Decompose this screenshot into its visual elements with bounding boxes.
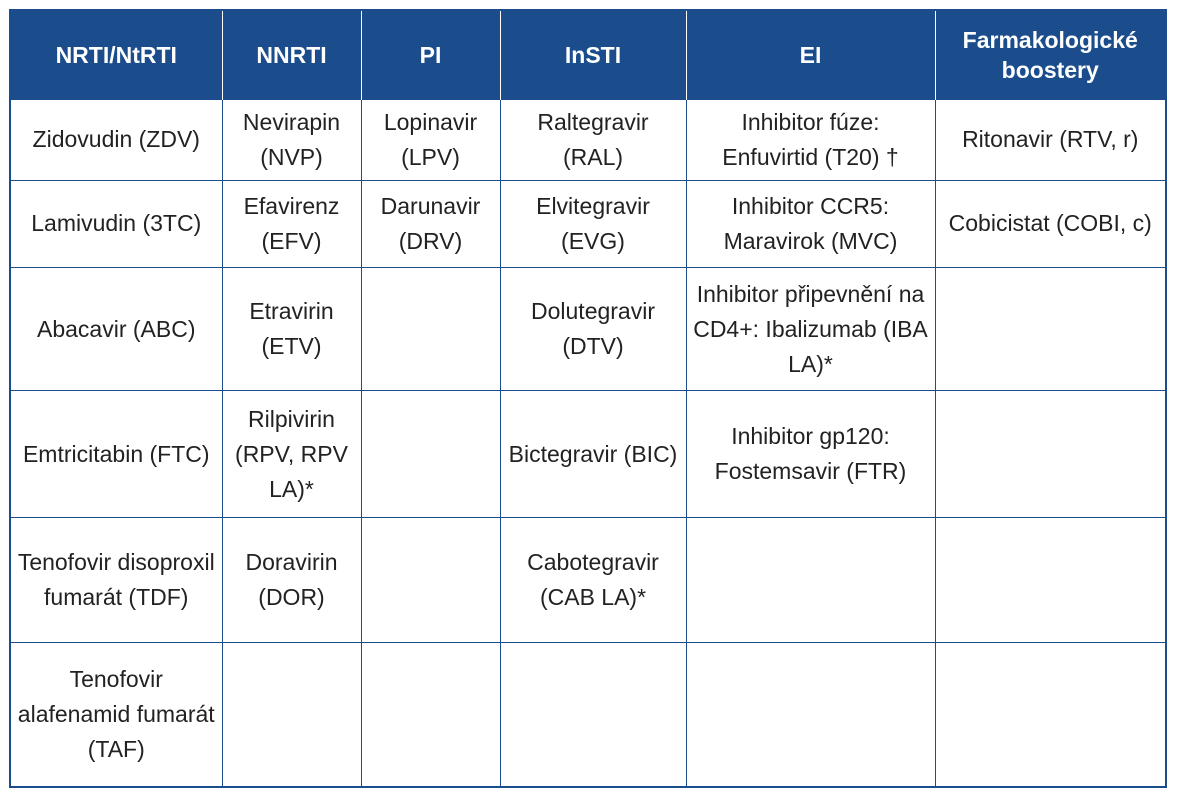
header-nrti: NRTI/NtRTI — [11, 11, 223, 99]
table-cell — [221, 642, 362, 786]
table-cell: Inhibitor fúze: Enfuvirtid (T20) † — [685, 98, 936, 181]
table-cell — [934, 390, 1165, 519]
table-cell: Abacavir (ABC) — [11, 267, 223, 392]
table-cell: Lamivudin (3TC) — [11, 179, 223, 269]
table-cell — [934, 517, 1165, 644]
table-cell: Doravirin (DOR) — [221, 517, 362, 644]
table-cell — [685, 517, 936, 644]
table-cell — [934, 267, 1165, 392]
table-cell — [360, 267, 501, 392]
table-cell: Inhibitor připevnění na CD4+: Ibalizumab… — [685, 267, 936, 392]
table-cell — [360, 390, 501, 519]
table-cell — [685, 642, 936, 786]
table-cell — [934, 642, 1165, 786]
table-header-row: NRTI/NtRTI NNRTI PI InSTI EI Farmakologi… — [11, 11, 1165, 99]
table-cell: Raltegravir (RAL) — [499, 98, 687, 181]
table-cell: Dolutegravir (DTV) — [499, 267, 687, 392]
table-cell: Etravirin (ETV) — [221, 267, 362, 392]
table-cell: Zidovudin (ZDV) — [11, 98, 223, 181]
drug-table-frame: NRTI/NtRTI NNRTI PI InSTI EI Farmakologi… — [9, 9, 1167, 788]
table-cell: Darunavir (DRV) — [360, 179, 501, 269]
table-row: Emtricitabin (FTC) Rilpivirin (RPV, RPV … — [11, 390, 1165, 519]
table-cell: Lopinavir (LPV) — [360, 98, 501, 181]
header-ei: EI — [686, 11, 936, 99]
header-nnrti: NNRTI — [222, 11, 362, 99]
table-row: Tenofovir alafenamid fumarát (TAF) — [11, 642, 1165, 786]
table-cell: Inhibitor CCR5: Maravirok (MVC) — [685, 179, 936, 269]
table-row: Tenofovir disoproxil fumarát (TDF) Dorav… — [11, 517, 1165, 644]
antiretroviral-drug-table: NRTI/NtRTI NNRTI PI InSTI EI Farmakologi… — [11, 11, 1165, 786]
table-cell: Emtricitabin (FTC) — [11, 390, 223, 519]
table-cell: Rilpivirin (RPV, RPV LA)* — [221, 390, 362, 519]
header-boosters: Farmakologické boostery — [935, 11, 1165, 99]
table-row: Zidovudin (ZDV) Nevirapin (NVP) Lopinavi… — [11, 98, 1165, 181]
table-cell: Inhibitor gp120: Fostemsavir (FTR) — [685, 390, 936, 519]
table-cell: Tenofovir disoproxil fumarát (TDF) — [11, 517, 223, 644]
table-row: Abacavir (ABC) Etravirin (ETV) Dolutegra… — [11, 267, 1165, 392]
table-cell: Bictegravir (BIC) — [499, 390, 687, 519]
table-cell: Cabotegravir (CAB LA)* — [499, 517, 687, 644]
table-cell — [360, 517, 501, 644]
table-cell: Nevirapin (NVP) — [221, 98, 362, 181]
table-row: Lamivudin (3TC) Efavirenz (EFV) Darunavi… — [11, 179, 1165, 269]
header-insti: InSTI — [500, 11, 687, 99]
table-cell: Tenofovir alafenamid fumarát (TAF) — [11, 642, 223, 786]
table-cell: Cobicistat (COBI, c) — [934, 179, 1165, 269]
table-cell — [499, 642, 687, 786]
table-cell: Ritonavir (RTV, r) — [934, 98, 1165, 181]
table-cell: Elvitegravir (EVG) — [499, 179, 687, 269]
table-cell — [360, 642, 501, 786]
table-cell: Efavirenz (EFV) — [221, 179, 362, 269]
header-pi: PI — [361, 11, 501, 99]
